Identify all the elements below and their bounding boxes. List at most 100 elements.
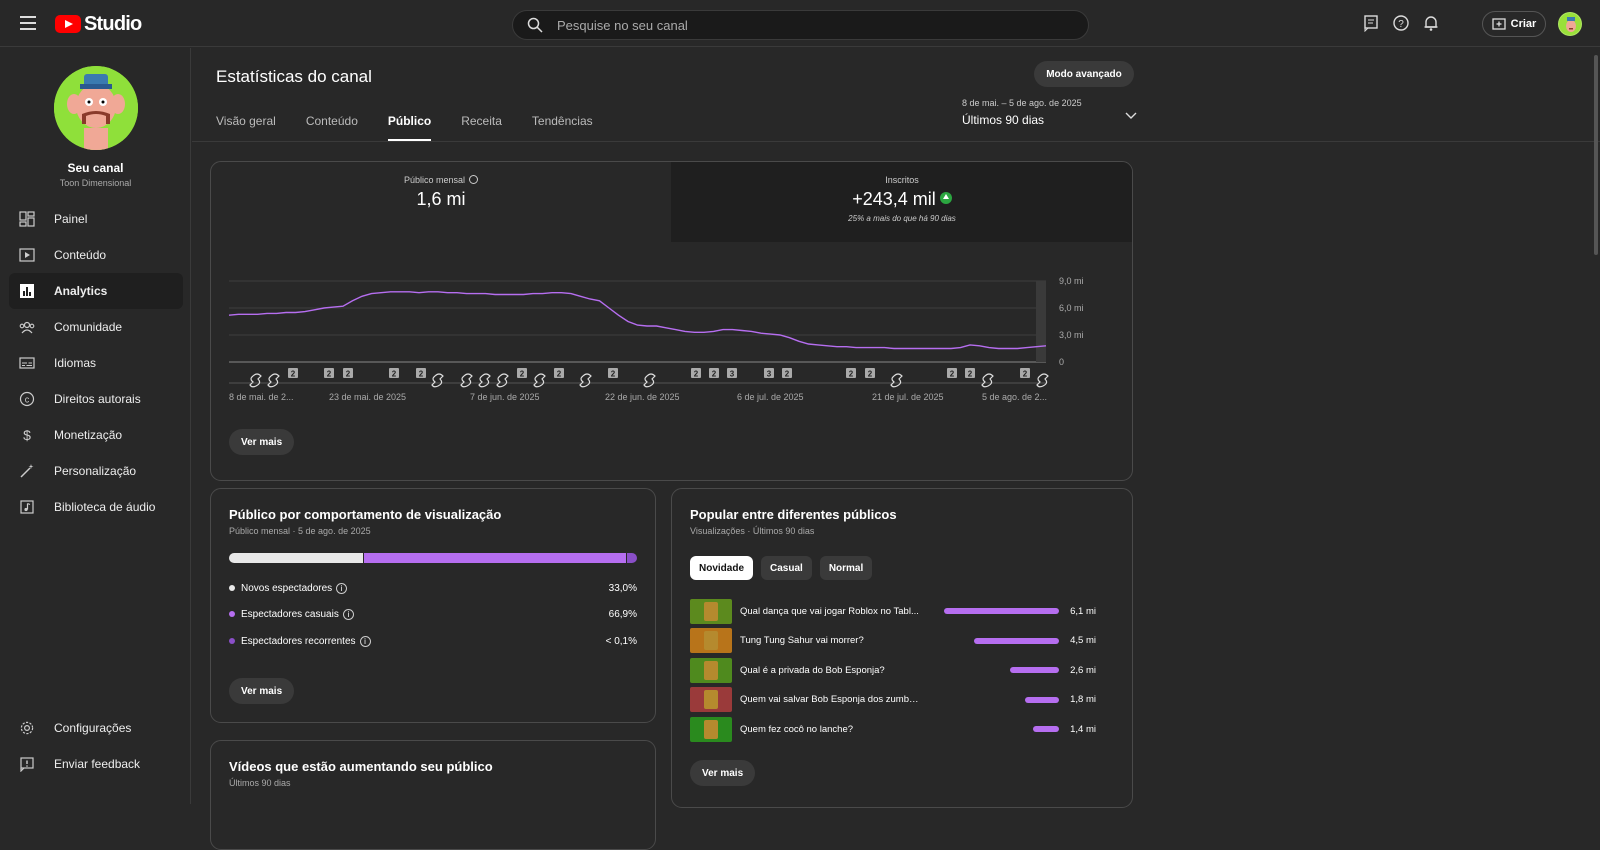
gear-icon (20, 721, 34, 735)
copyright-icon: c (19, 391, 35, 407)
popular-audiences-card: Popular entre diferentes públicos Visual… (671, 488, 1133, 808)
segment-casual-viewers (363, 553, 628, 563)
info-icon[interactable]: i (359, 635, 371, 647)
chip-novidade[interactable]: Novidade (690, 556, 754, 580)
sidebar-item-personalizacao[interactable]: Personalização (9, 453, 183, 489)
legend-label: Espectadores casuais (241, 608, 339, 620)
video-count-marker: 2 (343, 368, 353, 379)
svg-text:2: 2 (557, 370, 562, 379)
tab-tendencias[interactable]: Tendências (531, 114, 593, 128)
segment-regular-viewers (627, 553, 637, 563)
popular-video-row[interactable]: Quem fez cocô no lanche? 1,4 mi (690, 716, 1096, 742)
analytics-icon (20, 284, 34, 298)
tab-visao-geral[interactable]: Visão geral (216, 114, 276, 128)
channel-name: Seu canal (67, 161, 124, 175)
info-icon[interactable]: i (336, 582, 348, 594)
video-views-bar (944, 608, 1060, 614)
video-title: Quem fez cocô no lanche? (740, 723, 854, 735)
see-more-button[interactable]: Ver mais (229, 429, 295, 455)
monthly-audience-metric[interactable]: Público mensal 1,6 mi (211, 162, 671, 242)
legend-casual-viewers: Espectadores casuais i 66,9% (229, 606, 637, 622)
video-count-marker: 2 (709, 368, 719, 379)
page-scrollbar[interactable] (1594, 55, 1598, 255)
svg-text:2: 2 (950, 370, 955, 379)
tab-publico[interactable]: Público (387, 114, 432, 141)
create-button[interactable]: Criar (1482, 11, 1546, 37)
notifications-bell-icon[interactable] (1422, 14, 1440, 32)
popular-video-row[interactable]: Tung Tung Sahur vai morrer? 4,5 mi (690, 628, 1096, 654)
sidebar-item-idiomas[interactable]: Idiomas (9, 345, 183, 381)
sidebar-item-monetizacao[interactable]: $ Monetização (9, 417, 183, 453)
video-thumbnail (690, 598, 732, 624)
dollar-icon: $ (23, 427, 31, 443)
sidebar-item-enviar-feedback[interactable]: Enviar feedback (9, 746, 183, 782)
svg-text:2: 2 (419, 370, 424, 379)
sidebar-item-comunidade[interactable]: Comunidade (9, 309, 183, 345)
legend-value: 66,9% (608, 608, 637, 620)
video-thumbnail (690, 687, 732, 712)
account-avatar[interactable] (1558, 12, 1582, 36)
sidebar-item-label: Personalização (54, 464, 137, 478)
card-subtitle: Últimos 90 dias (229, 778, 291, 788)
card-title: Popular entre diferentes públicos (690, 507, 897, 522)
tab-conteudo[interactable]: Conteúdo (305, 114, 358, 128)
legend-dot (229, 585, 235, 591)
video-views-value: 2,6 mi (1070, 664, 1096, 676)
date-range-selector[interactable]: 8 de mai. – 5 de ago. de 2025 Últimos 90… (962, 98, 1137, 127)
x-tick-label: 23 de mai. de 2025 (329, 392, 406, 402)
video-views-value: 1,8 mi (1070, 694, 1096, 705)
youtube-play-icon (55, 15, 81, 33)
svg-text:2: 2 (291, 370, 296, 379)
video-views-value: 6,1 mi (1070, 605, 1096, 617)
y-tick-label: 9,0 mi (1059, 276, 1084, 286)
chip-casual[interactable]: Casual (761, 556, 812, 580)
sidebar-nav: Painel Conteúdo Analytics Comunidade Idi… (9, 201, 183, 525)
video-views-bar (974, 637, 1060, 644)
video-count-marker: 3 (727, 368, 737, 379)
video-thumbnail (690, 628, 732, 653)
popular-video-row[interactable]: Qual dança que vai jogar Roblox no Tabl.… (690, 598, 1096, 624)
video-count-marker: 2 (416, 368, 426, 379)
sidebar-item-label: Enviar feedback (54, 757, 141, 771)
chip-normal[interactable]: Normal (819, 556, 873, 580)
video-thumbnail (690, 657, 732, 683)
short-video-marker-icon (249, 373, 262, 388)
sidebar-item-biblioteca-de-audio[interactable]: Biblioteca de áudio (9, 489, 183, 525)
see-more-button[interactable]: Ver mais (229, 678, 295, 704)
svg-text:2: 2 (694, 370, 699, 379)
subscribers-metric[interactable]: Inscritos +243,4 mil 25% a mais do que h… (671, 162, 1132, 242)
brand-text: Studio (84, 12, 142, 35)
video-count-marker: 2 (965, 368, 975, 379)
video-title: Qual dança que vai jogar Roblox no Tabl.… (740, 605, 919, 617)
y-tick-label: 0 (1059, 357, 1064, 367)
advanced-mode-button[interactable]: Modo avançado (1034, 61, 1134, 87)
video-count-marker: 2 (947, 368, 957, 379)
search-input[interactable] (557, 17, 1037, 33)
date-range-label: Últimos 90 dias (962, 113, 1045, 127)
hamburger-menu-icon[interactable] (20, 16, 36, 30)
channel-avatar[interactable] (54, 66, 138, 150)
search-bar[interactable] (512, 10, 1089, 40)
x-tick-label: 6 de jul. de 2025 (737, 392, 804, 402)
popular-video-row[interactable]: Quem vai salvar Bob Esponja dos zumbis? 1… (690, 687, 1096, 713)
video-views-bar (1010, 667, 1060, 673)
popular-video-row[interactable]: Qual é a privada do Bob Esponja? 2,6 mi (690, 657, 1096, 683)
info-icon[interactable]: i (342, 608, 354, 620)
sidebar-item-painel[interactable]: Painel (9, 201, 183, 237)
help-icon[interactable]: ? (1392, 14, 1410, 32)
studio-logo[interactable]: Studio (55, 12, 142, 36)
x-tick-label: 5 de ago. de 2... (982, 392, 1047, 402)
svg-text:2: 2 (520, 370, 525, 379)
sidebar-item-conteudo[interactable]: Conteúdo (9, 237, 183, 273)
video-count-marker: 2 (554, 368, 564, 379)
sidebar-item-label: Direitos autorais (54, 392, 141, 406)
sidebar-item-analytics[interactable]: Analytics (9, 273, 183, 309)
sidebar-item-label: Conteúdo (54, 248, 107, 262)
tab-receita[interactable]: Receita (461, 114, 502, 128)
video-count-marker: 2 (865, 368, 875, 379)
sidebar-item-direitos-autorais[interactable]: c Direitos autorais (9, 381, 183, 417)
messages-icon[interactable] (1362, 14, 1380, 32)
see-more-button[interactable]: Ver mais (690, 760, 756, 786)
sidebar-item-configuracoes[interactable]: Configurações (9, 710, 183, 746)
sidebar-item-label: Monetização (54, 428, 123, 442)
